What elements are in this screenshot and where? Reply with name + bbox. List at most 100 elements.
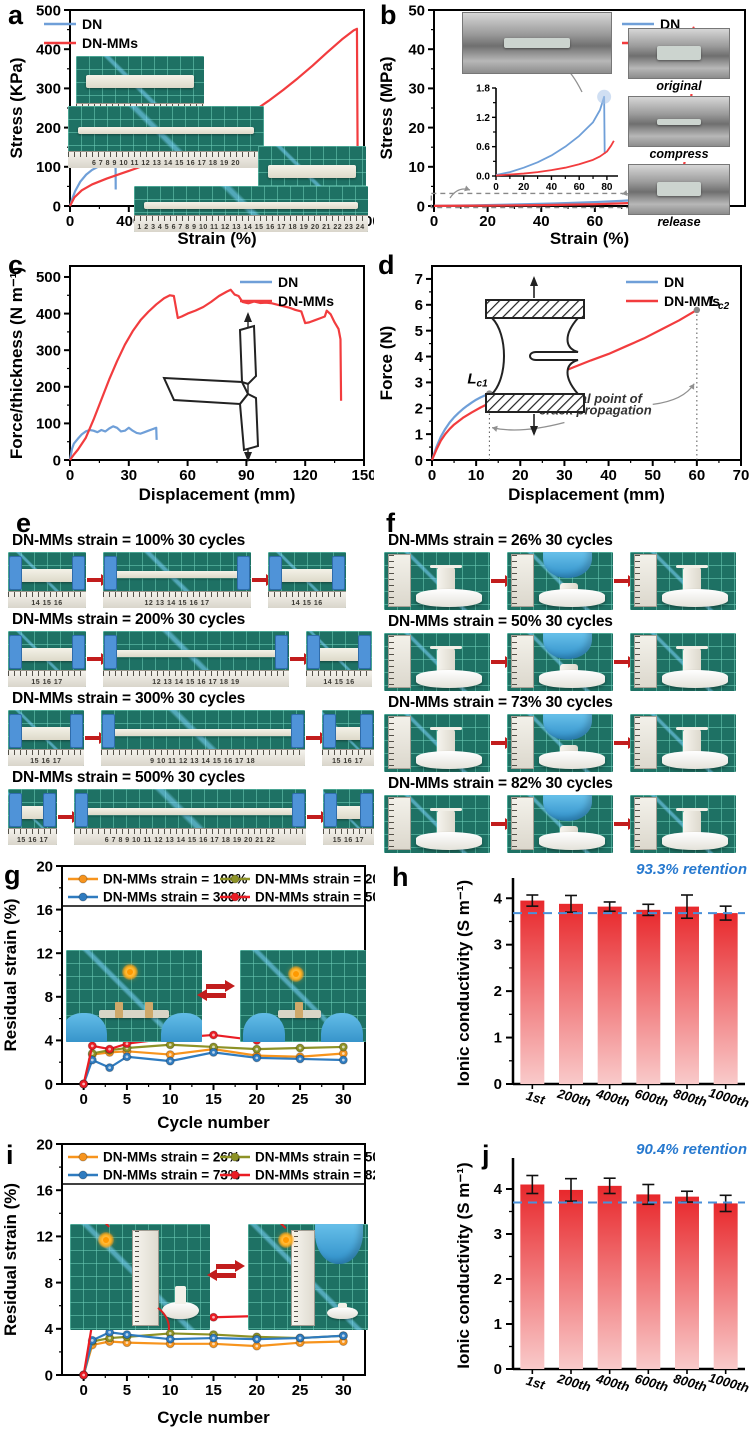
svg-text:20: 20 — [518, 182, 530, 193]
svg-text:20: 20 — [248, 1091, 265, 1108]
metal-plates-photo — [628, 96, 730, 147]
svg-text:Strain (%): Strain (%) — [550, 229, 629, 248]
svg-text:5: 5 — [123, 1091, 131, 1108]
svg-text:200: 200 — [36, 379, 61, 396]
svg-text:DN: DN — [664, 274, 684, 290]
svg-text:600th: 600th — [633, 1086, 670, 1110]
svg-text:25: 25 — [292, 1382, 309, 1399]
svg-text:Residual strain (%): Residual strain (%) — [1, 1183, 20, 1336]
arrow-right-icon — [491, 574, 514, 587]
stretch-ionic-conductivity-chart: 0 1 2 3 4 Ionic conductivity (S m⁻¹) 1st 200th 4… — [378, 856, 755, 1143]
photo-compressed — [507, 633, 613, 691]
svg-text:100: 100 — [36, 416, 61, 433]
svg-text:90.4% retention: 90.4% retention — [636, 1141, 747, 1158]
photo-row: 15 16 17 9 10 11 12 13 14 15 16 17 18 15… — [8, 710, 374, 766]
panel-c: c 0 30 60 90 120 150 0 100 200 300 400 500 Displacem… — [6, 252, 377, 508]
svg-text:1: 1 — [415, 426, 423, 443]
strain-cycle-caption: DN-MMs strain = 82% 30 cycles — [388, 775, 613, 792]
photo-before: 15 16 17 — [8, 710, 84, 766]
photo-compressed — [507, 552, 613, 610]
tear-force-displacement-chart: 0 30 60 90 120 150 0 100 200 300 400 500 Displacemen… — [6, 252, 377, 513]
gloved-finger — [543, 552, 592, 578]
compressed-hydrogel — [504, 38, 570, 48]
svg-text:400: 400 — [36, 41, 61, 58]
svg-text:10: 10 — [162, 1091, 179, 1108]
photo-label-release: release — [628, 215, 730, 230]
arrow-right-icon — [305, 731, 329, 744]
svg-text:3: 3 — [494, 937, 502, 954]
svg-text:1000th: 1000th — [707, 1370, 751, 1396]
photo-recovered: 14 15 16 — [306, 631, 372, 687]
svg-text:DN-MMs strain = 300%: DN-MMs strain = 300% — [103, 890, 247, 905]
arrow-right-icon — [491, 817, 514, 830]
arrow-right-icon — [87, 573, 110, 586]
svg-text:1st: 1st — [524, 1088, 547, 1108]
svg-text:70: 70 — [733, 467, 750, 484]
svg-text:20: 20 — [408, 120, 425, 137]
svg-text:10: 10 — [408, 159, 425, 176]
photo-before — [384, 552, 490, 610]
photo-recovered — [630, 633, 736, 691]
hydrogel-puck — [657, 118, 701, 126]
strain-cycle-caption: DN-MMs strain = 500% 30 cycles — [12, 769, 246, 786]
svg-text:3: 3 — [415, 375, 423, 392]
reversible-arrows-icon — [207, 1260, 245, 1281]
panel-j: j 0 1 2 3 4 Ionic conductivity (S m⁻¹) 1st 200t… — [378, 1136, 755, 1431]
panel-label-d: d — [378, 250, 395, 280]
hydrogel-strip — [78, 127, 254, 135]
svg-text:Displacement (mm): Displacement (mm) — [508, 485, 665, 504]
photo-compressed — [507, 795, 613, 853]
svg-text:12: 12 — [36, 1229, 53, 1246]
arrow-right-icon — [614, 817, 637, 830]
photo-row: 15 16 17 12 13 14 15 16 17 18 19 14 15 1… — [8, 631, 374, 687]
svg-text:30: 30 — [556, 467, 573, 484]
svg-text:0: 0 — [45, 1367, 53, 1384]
photo-led-released — [240, 950, 366, 1042]
photo-recovered: 14 15 16 — [268, 552, 346, 608]
photo-led-compressed — [70, 1224, 210, 1330]
svg-text:7: 7 — [415, 271, 423, 288]
svg-text:120: 120 — [293, 467, 318, 484]
clip-peg — [144, 1001, 154, 1019]
svg-text:1st: 1st — [524, 1373, 547, 1393]
panel-g: g 0 5 10 15 20 25 30 0 4 8 12 16 20 Cycle number Resid… — [0, 858, 399, 1136]
arrow-right-icon — [491, 655, 514, 668]
svg-text:12: 12 — [36, 945, 53, 962]
panel-label-e: e — [16, 508, 32, 538]
svg-text:Cycle number: Cycle number — [157, 1408, 270, 1427]
svg-text:Strain (%): Strain (%) — [177, 229, 256, 248]
panel-f: f DN-MMs strain = 26% 30 cycles DN-MMs s… — [376, 508, 755, 858]
svg-text:Lc1: Lc1 — [467, 371, 488, 390]
strain-cycle-caption: DN-MMs strain = 100% 30 cycles — [12, 532, 246, 549]
notched-specimen-schematic — [485, 276, 585, 436]
svg-text:30: 30 — [120, 467, 137, 484]
gloved-finger — [543, 633, 592, 659]
photo-recovered: 15 16 17 — [322, 789, 374, 845]
svg-text:20: 20 — [248, 1382, 265, 1399]
blue-glove — [161, 1012, 202, 1042]
svg-text:40: 40 — [546, 182, 558, 193]
svg-text:90: 90 — [238, 467, 255, 484]
svg-text:0: 0 — [45, 1076, 53, 1093]
strain-cycle-caption: DN-MMs strain = 300% 30 cycles — [12, 690, 246, 707]
photo-label-original: original — [628, 79, 730, 94]
panel-i: i 0 5 10 15 20 25 30 0 4 8 12 16 20 Cycle number Resid… — [0, 1136, 392, 1431]
svg-text:1: 1 — [494, 1316, 502, 1333]
svg-text:2: 2 — [494, 1271, 502, 1288]
svg-text:20: 20 — [36, 1136, 53, 1153]
svg-text:0: 0 — [53, 452, 61, 469]
svg-text:300: 300 — [36, 81, 61, 98]
svg-text:93.3% retention: 93.3% retention — [636, 861, 747, 878]
ruler: 1 2 3 4 5 6 7 8 9 10 11 12 13 14 15 16 1… — [134, 215, 368, 232]
svg-text:DN-MMs: DN-MMs — [664, 293, 720, 309]
panel-label-j: j — [482, 1140, 490, 1170]
strain-cycle-caption: DN-MMs strain = 200% 30 cycles — [12, 611, 246, 628]
svg-text:4: 4 — [494, 1181, 503, 1198]
svg-text:3: 3 — [494, 1226, 502, 1243]
svg-text:0: 0 — [417, 198, 425, 215]
clip-peg — [295, 1001, 303, 1019]
svg-text:40: 40 — [408, 41, 425, 58]
photo-recovered: 15 16 17 — [321, 710, 374, 766]
photo-before: 15 16 17 — [8, 631, 86, 687]
photo-row — [384, 795, 755, 853]
